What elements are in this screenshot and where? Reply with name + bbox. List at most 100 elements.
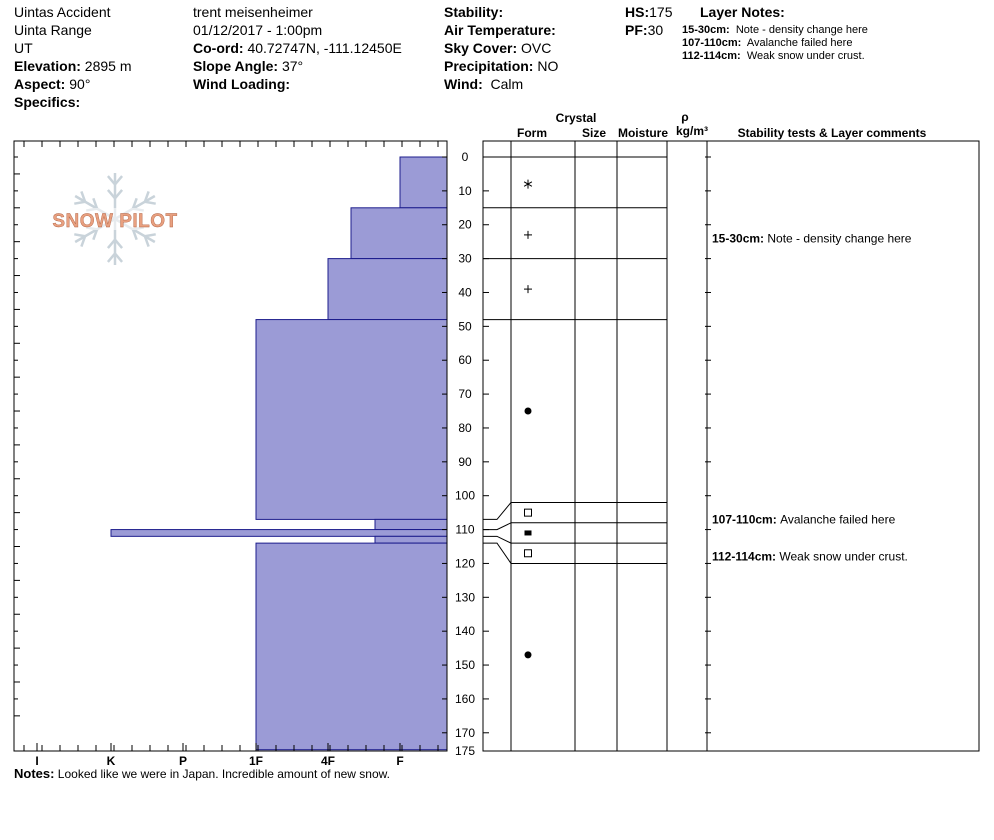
hardness-bars [110, 156, 448, 751]
rho-header: ρ [681, 110, 688, 124]
wind-loading-row: Wind Loading: [193, 75, 290, 93]
depth-tick-label: 50 [458, 319, 472, 333]
depth-tick-label: 70 [458, 387, 472, 401]
decomposing-icon [524, 230, 532, 239]
pf-row: PF:30 [625, 21, 663, 39]
depth-tick-label: 175 [455, 744, 475, 758]
observation-datetime: 01/12/2017 - 1:00pm [193, 22, 323, 38]
specifics-label: Specifics: [14, 94, 81, 110]
depth-tick-label: 110 [455, 523, 474, 537]
state-name: UT [14, 40, 33, 56]
depth-tick-label: 160 [455, 692, 475, 706]
wind-label: Wind: [444, 76, 483, 92]
observer-name: trent meisenheimer [193, 4, 313, 20]
wind-loading-label: Wind Loading: [193, 76, 291, 92]
pf-label: PF: [625, 22, 648, 38]
elevation-row: Elevation: 2895 m [14, 57, 132, 75]
sky-row: Sky Cover: OVC [444, 39, 551, 57]
notes-label: Notes: [14, 766, 55, 781]
air-temp-row: Air Temperature: [444, 21, 556, 39]
stability-row: Stability: [444, 3, 503, 21]
depth-tick-label: 80 [458, 421, 472, 435]
slope-row: Slope Angle: 37° [193, 57, 303, 75]
precip-row: Precipitation: NO [444, 57, 558, 75]
depth-tick-label: 40 [458, 285, 472, 299]
hardness-bar [327, 258, 448, 321]
layer-note: 15-30cm: Note - density change here [682, 24, 868, 36]
depth-tick-label: 0 [462, 150, 469, 164]
depth-tick-label: 130 [455, 590, 475, 604]
depth-tick-label: 30 [458, 252, 472, 266]
hardness-tick-label: F [396, 754, 403, 768]
hardness-bar [374, 518, 448, 531]
hardness-tick-label: I [35, 754, 38, 768]
layer-comment: 112-114cm: Weak snow under crust. [712, 550, 908, 564]
hardness-bar [399, 156, 448, 209]
density-unit-header: kg/m³ [676, 124, 708, 138]
size-header: Size [582, 126, 606, 140]
stability-header: Stability tests & Layer comments [738, 126, 927, 140]
hardness-tick-label: P [179, 754, 187, 768]
facets-icon [524, 549, 532, 558]
sky-value: OVC [521, 40, 552, 56]
specifics-row: Specifics: [14, 93, 80, 111]
coord-value: 40.72747N, -111.12450E [247, 40, 402, 56]
hardness-plot-border [13, 140, 448, 752]
precip-label: Precipitation: [444, 58, 534, 74]
chart-frame [13, 140, 980, 752]
rounds-icon [524, 651, 532, 659]
hardness-bar [350, 207, 448, 260]
aspect-value: 90° [69, 76, 91, 92]
coord-label: Co-ord: [193, 40, 244, 56]
slope-label: Slope Angle: [193, 58, 279, 74]
air-temp-label: Air Temperature: [444, 22, 556, 38]
crust-icon [524, 530, 532, 536]
decomposing-icon [524, 285, 532, 294]
hs-label: HS: [625, 4, 650, 20]
layer-notes-title: Layer Notes: [700, 4, 785, 20]
precip-value: NO [537, 58, 559, 74]
notes-text: Looked like we were in Japan. Incredible… [57, 767, 390, 781]
snow-profile-chart: SNOW PILOT 0 10 20 30 40 50 60 70 80 90 100 110 120 1… [13, 110, 980, 768]
depth-axis: 0 10 20 30 40 50 60 70 80 90 100 110 120 130 140 150 160… [14, 150, 711, 758]
hardness-tick-label: 1F [249, 754, 263, 768]
moisture-header: Moisture [618, 126, 668, 140]
hs-value: 175 [649, 4, 673, 20]
depth-tick-label: 90 [458, 455, 472, 469]
layer-note: 107-110cm: Avalanche failed here [682, 37, 853, 49]
hardness-axis: I K P 1F 4F F [35, 743, 404, 768]
layer-comment: 107-110cm: Avalanche failed here [712, 512, 896, 526]
layer-note: 112-114cm: Weak snow under crust. [682, 50, 865, 62]
coord-row: Co-ord: 40.72747N, -111.12450E [193, 39, 402, 57]
logo-text: SNOW PILOT [52, 211, 177, 232]
form-header: Form [517, 126, 547, 140]
new-snow-icon [523, 179, 533, 189]
hardness-bar [374, 535, 448, 544]
depth-tick-label: 10 [458, 184, 472, 198]
slope-value: 37° [281, 58, 304, 74]
facets-icon [524, 508, 532, 517]
range-name: Uinta Range [14, 22, 92, 38]
stability-label: Stability: [444, 4, 504, 20]
hardness-bar [110, 529, 448, 537]
depth-tick-label: 60 [458, 353, 472, 367]
layer-table [483, 141, 708, 751]
hardness-bar [255, 319, 448, 520]
hs-row: HS:175 [625, 3, 672, 21]
grain-form-symbols [523, 179, 533, 659]
sky-label: Sky Cover: [444, 40, 518, 56]
notes: Notes: Looked like we were in Japan. Inc… [14, 766, 390, 781]
hardness-tick-label: 4F [321, 754, 335, 768]
hardness-bar [255, 542, 448, 751]
elevation-value: 2895 m [84, 58, 132, 74]
table-border [482, 140, 980, 752]
depth-tick-label: 120 [455, 556, 475, 570]
depth-tick-label: 140 [455, 624, 475, 638]
layer-comment: 15-30cm: Note - density change here [712, 231, 912, 245]
crystal-header: Crystal [556, 111, 597, 125]
aspect-label: Aspect: [14, 76, 66, 92]
depth-tick-label: 100 [455, 489, 475, 503]
depth-tick-label: 170 [455, 726, 475, 740]
hardness-tick-label: K [107, 754, 116, 768]
rounds-icon [524, 407, 532, 415]
